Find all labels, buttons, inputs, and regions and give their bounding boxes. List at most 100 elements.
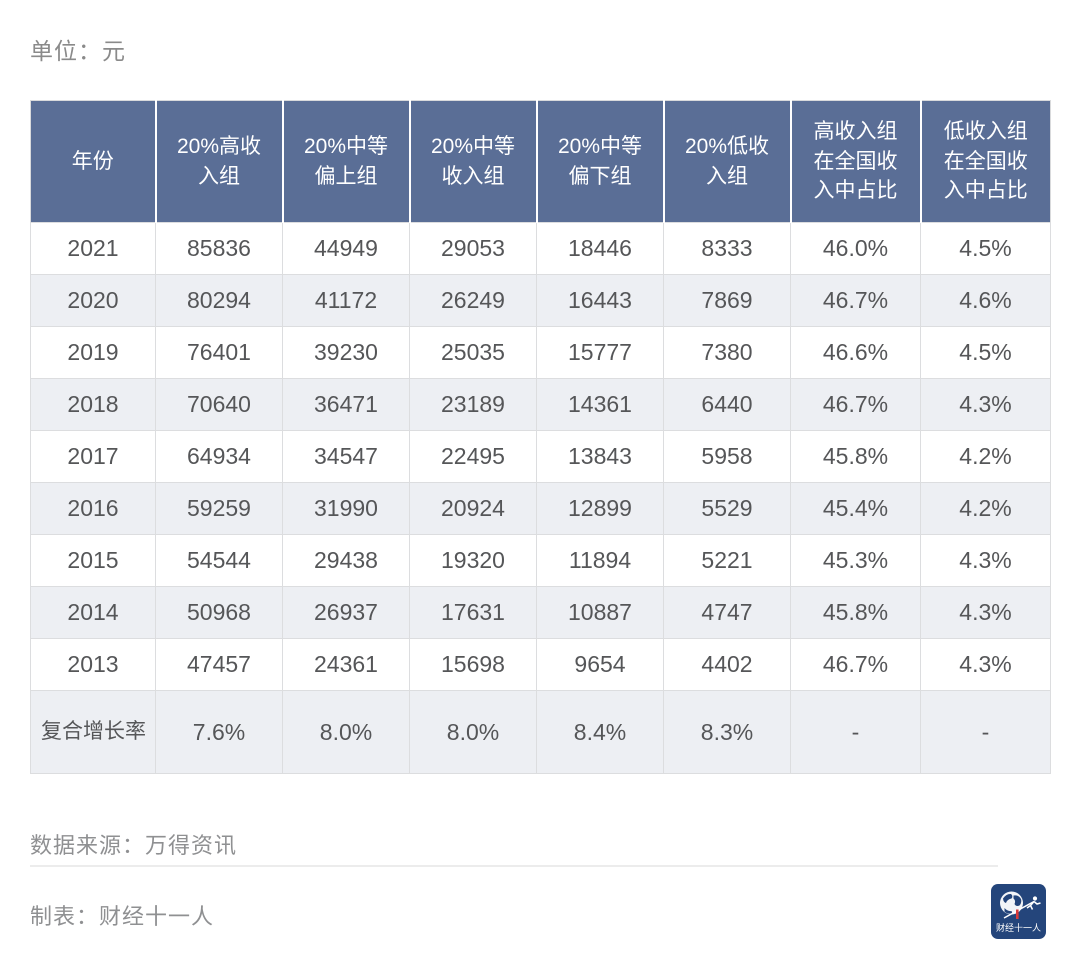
table-cell: 45.4%	[790, 482, 921, 535]
table-cell: 8333	[663, 222, 791, 275]
table-cell: 34547	[282, 430, 410, 483]
credit-label: 制表：财经十一人	[30, 904, 215, 929]
table-cell: 8.0%	[282, 690, 410, 774]
table-cell: 44949	[282, 222, 410, 275]
header-cell: 20%中等收入组	[408, 100, 537, 223]
row-label-cell: 2014	[30, 586, 156, 639]
row-label-cell: 2013	[30, 638, 156, 691]
globe-icon	[1000, 891, 1023, 915]
table-cell: 4.6%	[920, 274, 1051, 327]
table-cell: 4.2%	[920, 482, 1051, 535]
logo-accent-mark	[1016, 909, 1019, 919]
table-cell: 8.0%	[409, 690, 537, 774]
header-cell: 年份	[30, 100, 156, 223]
table-cell: 4.3%	[920, 586, 1051, 639]
table-header-row: 年份 20%高收入组 20%中等偏上组 20%中等收入组 20%中等偏下组 20%低收入组…	[30, 100, 1051, 223]
table-cell: 4402	[663, 638, 791, 691]
table-cell: 70640	[155, 378, 283, 431]
table-row: 2020 80294 41172 26249 16443 7869 46.7% 4.6%	[30, 274, 1051, 327]
row-label-cell: 2019	[30, 326, 156, 379]
table-cell: 18446	[536, 222, 664, 275]
table-cell: 50968	[155, 586, 283, 639]
header-cell: 20%低收入组	[662, 100, 791, 223]
table-cell: 4.3%	[920, 534, 1051, 587]
header-cell: 低收入组在全国收入中占比	[919, 100, 1051, 223]
table-cell: 5221	[663, 534, 791, 587]
table-row: 2014 50968 26937 17631 10887 4747 45.8% 4.3%	[30, 586, 1051, 639]
table-cell: 16443	[536, 274, 664, 327]
table-cell: 36471	[282, 378, 410, 431]
table-row: 2021 85836 44949 29053 18446 8333 46.0% 4.5%	[30, 222, 1051, 275]
table-cell: 46.7%	[790, 378, 921, 431]
header-cell: 20%中等偏下组	[535, 100, 664, 223]
table-cell: 46.6%	[790, 326, 921, 379]
table-cell: 46.7%	[790, 638, 921, 691]
table-cell: 47457	[155, 638, 283, 691]
data-source-label: 数据来源：万得资讯	[30, 833, 238, 858]
table-cell: 15698	[409, 638, 537, 691]
logo-wordmark: 财经十一人	[996, 922, 1041, 933]
table-cell: 59259	[155, 482, 283, 535]
table-cell: 31990	[282, 482, 410, 535]
table-cell: 4.5%	[920, 326, 1051, 379]
table-cell: 41172	[282, 274, 410, 327]
table-cell: 7.6%	[155, 690, 283, 774]
unit-label: 单位：元	[30, 38, 126, 64]
table-cell: 14361	[536, 378, 664, 431]
table-cell: 5958	[663, 430, 791, 483]
table-cell: 64934	[155, 430, 283, 483]
row-label-cell: 2018	[30, 378, 156, 431]
table-cell: -	[790, 690, 921, 774]
table-row: 复合增长率 7.6% 8.0% 8.0% 8.4% 8.3% - -	[30, 690, 1051, 774]
table-cell: 39230	[282, 326, 410, 379]
table-cell: 45.8%	[790, 586, 921, 639]
table-cell: 76401	[155, 326, 283, 379]
table-cell: 26249	[409, 274, 537, 327]
table-cell: 26937	[282, 586, 410, 639]
table-cell: 29438	[282, 534, 410, 587]
table-cell: 8.4%	[536, 690, 664, 774]
runner-icon	[1026, 896, 1041, 910]
table-cell: 4.5%	[920, 222, 1051, 275]
table-cell: 4747	[663, 586, 791, 639]
table-cell: 4.3%	[920, 378, 1051, 431]
table-cell: 4.3%	[920, 638, 1051, 691]
table-cell: 45.3%	[790, 534, 921, 587]
table-row: 2017 64934 34547 22495 13843 5958 45.8% 4.2%	[30, 430, 1051, 483]
table-row: 2016 59259 31990 20924 12899 5529 45.4% 4.2%	[30, 482, 1051, 535]
table-cell: 15777	[536, 326, 664, 379]
income-table: 年份 20%高收入组 20%中等偏上组 20%中等收入组 20%中等偏下组 20%低收入组…	[30, 100, 1051, 774]
table-cell: 20924	[409, 482, 537, 535]
table-cell: 13843	[536, 430, 664, 483]
table-cell: 4.2%	[920, 430, 1051, 483]
table-row: 2019 76401 39230 25035 15777 7380 46.6% 4.5%	[30, 326, 1051, 379]
table-row: 2013 47457 24361 15698 9654 4402 46.7% 4.3%	[30, 638, 1051, 691]
table-row: 2018 70640 36471 23189 14361 6440 46.7% 4.3%	[30, 378, 1051, 431]
table-cell: 5529	[663, 482, 791, 535]
header-cell: 20%中等偏上组	[281, 100, 410, 223]
header-cell: 20%高收入组	[154, 100, 283, 223]
table-cell: 80294	[155, 274, 283, 327]
table-row: 2015 54544 29438 19320 11894 5221 45.3% 4.3%	[30, 534, 1051, 587]
row-label-cell: 复合增长率	[30, 690, 156, 774]
table-cell: 8.3%	[663, 690, 791, 774]
row-label-cell: 2016	[30, 482, 156, 535]
table-cell: 24361	[282, 638, 410, 691]
table-cell: 7869	[663, 274, 791, 327]
row-label-cell: 2015	[30, 534, 156, 587]
table-header: 年份 20%高收入组 20%中等偏上组 20%中等收入组 20%中等偏下组 20%低收入组…	[30, 100, 1051, 223]
row-label-cell: 2017	[30, 430, 156, 483]
table-cell: 23189	[409, 378, 537, 431]
table-cell: 45.8%	[790, 430, 921, 483]
table-cell: 54544	[155, 534, 283, 587]
table-cell: 85836	[155, 222, 283, 275]
table-cell: 11894	[536, 534, 664, 587]
brand-logo: 财经十一人	[991, 884, 1046, 939]
row-label-cell: 2021	[30, 222, 156, 275]
table-cell: 17631	[409, 586, 537, 639]
footer-divider	[30, 865, 998, 867]
table-cell: 12899	[536, 482, 664, 535]
header-cell: 高收入组在全国收入中占比	[789, 100, 921, 223]
table-cell: 29053	[409, 222, 537, 275]
table-cell: 46.7%	[790, 274, 921, 327]
